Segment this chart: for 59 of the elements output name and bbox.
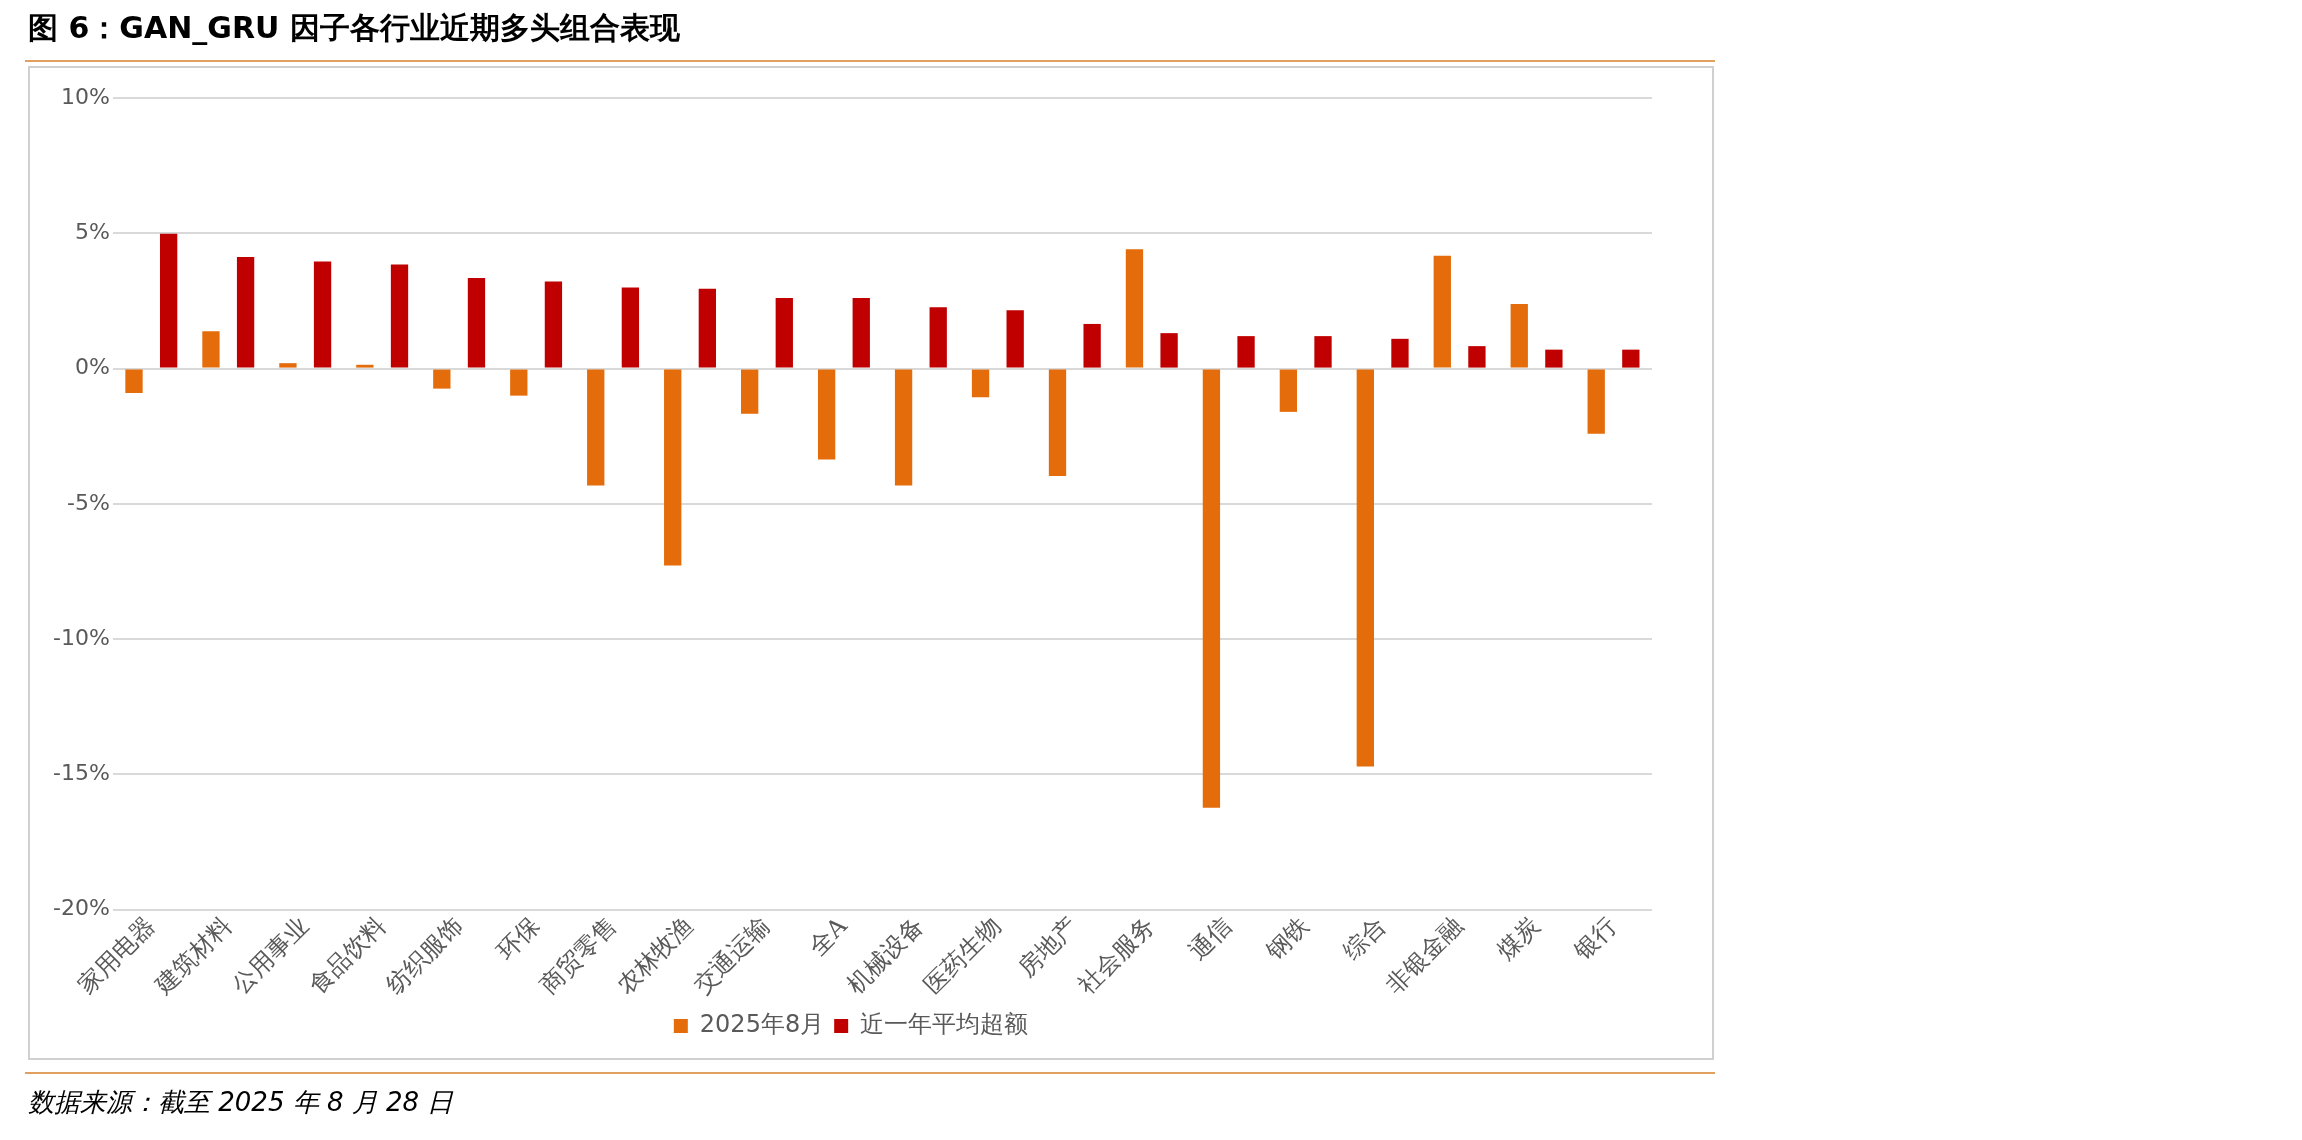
x-tick-label: 全A <box>803 911 854 961</box>
bar <box>775 297 793 368</box>
bar <box>202 331 220 368</box>
y-tick-label: -5% <box>66 489 110 515</box>
bar <box>1202 369 1221 808</box>
y-tick-label: 0% <box>74 354 110 380</box>
x-tick-label: 煤炭 <box>1491 911 1546 966</box>
bar <box>1048 369 1067 477</box>
bar <box>1006 310 1024 368</box>
bar <box>817 369 836 460</box>
bar <box>1125 249 1144 368</box>
x-tick-label: 通信 <box>1183 911 1238 966</box>
bar <box>1622 349 1640 368</box>
bar <box>698 288 716 368</box>
bar <box>1433 255 1451 368</box>
y-tick-label: 5% <box>74 219 110 245</box>
bar <box>544 281 563 368</box>
bar <box>279 363 297 368</box>
x-tick-label: 环保 <box>491 911 545 966</box>
legend-label: 2025年8月 <box>699 1010 825 1039</box>
bar <box>1356 369 1374 767</box>
bar <box>1391 338 1409 368</box>
bar <box>313 261 332 368</box>
legend-label: 近一年平均超额 <box>860 1010 1029 1039</box>
bar <box>1314 336 1332 368</box>
chart-title: 图 6：GAN_GRU 因子各行业近期多头组合表现 <box>28 9 680 47</box>
bar <box>236 257 255 368</box>
bar <box>159 233 178 368</box>
bar <box>510 369 528 396</box>
bar <box>390 264 409 368</box>
bar <box>1468 346 1486 368</box>
bar <box>1237 336 1255 368</box>
bar <box>741 369 759 414</box>
bar <box>1160 333 1178 368</box>
x-tick-label: 银行 <box>1567 911 1623 967</box>
y-tick-label: -10% <box>52 624 110 650</box>
bar <box>433 369 451 389</box>
x-tick-label: 社会服务 <box>1072 911 1161 1000</box>
y-tick-label: -20% <box>52 895 110 921</box>
y-tick-label: 10% <box>60 83 110 109</box>
bar <box>894 369 913 486</box>
source-note: 数据来源：截至 2025 年 8 月 28 日 <box>28 1086 454 1119</box>
bar <box>1587 369 1605 434</box>
bar <box>929 307 947 368</box>
bar <box>1545 349 1563 368</box>
bar <box>1083 323 1101 368</box>
bar <box>587 369 605 486</box>
bar <box>467 277 486 368</box>
bar <box>852 297 870 368</box>
bar <box>356 364 374 368</box>
x-tick-label: 钢铁 <box>1259 911 1315 967</box>
y-tick-label: -15% <box>52 760 110 786</box>
x-tick-label: 综合 <box>1337 911 1392 966</box>
bar <box>1510 303 1528 368</box>
bar <box>125 369 143 393</box>
bar <box>971 369 990 398</box>
bar <box>664 369 682 566</box>
bar <box>621 287 640 368</box>
bar <box>1279 369 1298 412</box>
